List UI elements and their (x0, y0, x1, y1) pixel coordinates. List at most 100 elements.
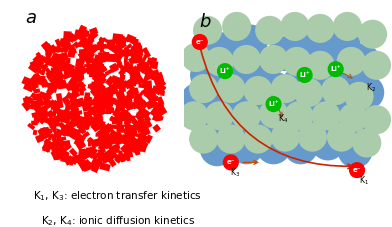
Polygon shape (123, 123, 130, 129)
Polygon shape (53, 155, 63, 161)
Polygon shape (59, 144, 64, 154)
Polygon shape (143, 68, 152, 77)
Polygon shape (109, 148, 114, 157)
Polygon shape (105, 76, 116, 87)
Polygon shape (152, 86, 163, 96)
Polygon shape (64, 155, 74, 166)
Polygon shape (85, 93, 90, 101)
Polygon shape (31, 64, 35, 70)
Polygon shape (53, 151, 62, 160)
Polygon shape (86, 148, 91, 152)
Polygon shape (80, 61, 85, 67)
Polygon shape (30, 93, 38, 101)
Polygon shape (105, 107, 113, 111)
Polygon shape (147, 102, 155, 108)
Polygon shape (108, 127, 117, 137)
Polygon shape (68, 112, 76, 121)
Polygon shape (108, 152, 117, 159)
Polygon shape (79, 88, 84, 96)
Polygon shape (45, 103, 49, 107)
Polygon shape (36, 101, 42, 109)
Circle shape (216, 125, 245, 154)
Polygon shape (148, 101, 157, 108)
Polygon shape (145, 101, 154, 110)
Polygon shape (33, 104, 45, 116)
Polygon shape (101, 132, 108, 136)
Polygon shape (152, 86, 160, 93)
Polygon shape (70, 119, 79, 126)
Polygon shape (33, 68, 43, 75)
Polygon shape (27, 81, 32, 87)
Polygon shape (96, 84, 105, 94)
Polygon shape (95, 60, 104, 69)
Polygon shape (106, 88, 113, 95)
Polygon shape (38, 56, 44, 63)
Text: K$_1$, K$_3$: electron transfer kinetics: K$_1$, K$_3$: electron transfer kinetics (33, 188, 202, 202)
Polygon shape (53, 61, 58, 67)
Polygon shape (111, 125, 119, 130)
Polygon shape (43, 101, 51, 110)
Polygon shape (121, 81, 129, 91)
Polygon shape (125, 35, 136, 45)
Polygon shape (65, 104, 71, 113)
Polygon shape (120, 75, 125, 80)
Polygon shape (76, 28, 87, 38)
Circle shape (326, 29, 361, 64)
Circle shape (189, 125, 218, 154)
Polygon shape (49, 123, 57, 130)
Polygon shape (114, 141, 120, 146)
Polygon shape (71, 82, 80, 94)
Polygon shape (41, 106, 48, 115)
Polygon shape (124, 64, 133, 74)
Polygon shape (84, 151, 92, 158)
Polygon shape (129, 127, 138, 136)
Polygon shape (128, 49, 136, 60)
Polygon shape (101, 98, 106, 104)
Polygon shape (139, 124, 149, 136)
Polygon shape (91, 82, 98, 86)
Polygon shape (35, 107, 45, 116)
Polygon shape (42, 130, 51, 136)
Polygon shape (122, 110, 128, 117)
Polygon shape (68, 34, 75, 43)
Polygon shape (49, 139, 60, 151)
Polygon shape (76, 130, 84, 134)
Polygon shape (89, 117, 93, 124)
Polygon shape (77, 136, 84, 143)
Polygon shape (159, 81, 166, 88)
Polygon shape (54, 79, 64, 90)
Polygon shape (118, 70, 124, 76)
Polygon shape (83, 112, 91, 120)
Polygon shape (45, 48, 54, 58)
Polygon shape (28, 65, 38, 74)
Text: K$_3$: K$_3$ (230, 166, 240, 179)
Polygon shape (45, 72, 51, 79)
Text: e⁻: e⁻ (196, 39, 204, 45)
Circle shape (223, 155, 238, 170)
Polygon shape (105, 143, 111, 149)
Polygon shape (132, 100, 145, 112)
Polygon shape (128, 67, 134, 77)
Polygon shape (107, 85, 118, 94)
Polygon shape (92, 74, 102, 84)
Polygon shape (154, 109, 161, 116)
Polygon shape (133, 72, 140, 77)
Polygon shape (82, 121, 91, 130)
Polygon shape (75, 59, 84, 69)
Polygon shape (149, 105, 162, 118)
Polygon shape (55, 101, 64, 109)
Polygon shape (130, 49, 141, 59)
Polygon shape (40, 79, 49, 89)
Polygon shape (65, 64, 69, 69)
Polygon shape (130, 43, 143, 54)
Polygon shape (71, 114, 80, 120)
Circle shape (243, 125, 272, 154)
Polygon shape (53, 116, 62, 123)
Polygon shape (109, 98, 116, 103)
Polygon shape (51, 60, 62, 70)
Polygon shape (114, 45, 123, 55)
Polygon shape (46, 59, 51, 66)
Polygon shape (141, 134, 148, 141)
Polygon shape (131, 55, 139, 64)
Polygon shape (76, 122, 82, 127)
